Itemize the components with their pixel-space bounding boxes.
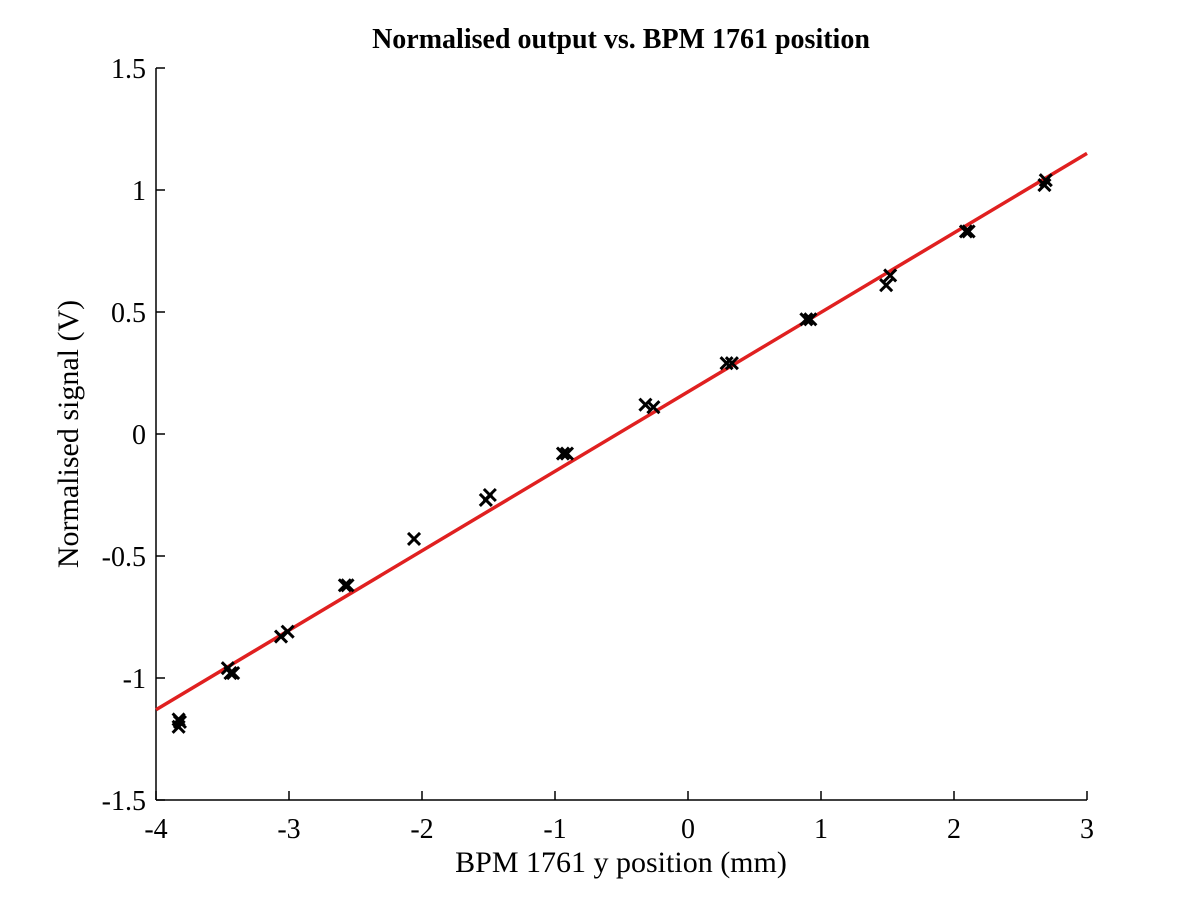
y-tick-label: -0.5	[102, 542, 146, 573]
data-point	[803, 312, 818, 327]
data-point	[555, 446, 571, 461]
data-point	[961, 224, 976, 239]
x-tick-label: -4	[144, 814, 167, 845]
y-tick-label: 0.5	[111, 298, 146, 329]
data-point	[646, 400, 661, 415]
chart-title: Normalised output vs. BPM 1761 position	[372, 24, 870, 55]
axes	[155, 68, 1087, 801]
data-point	[559, 446, 575, 461]
x-tick-label: -2	[410, 814, 433, 845]
x-tick-label: 0	[681, 814, 695, 845]
data-point	[406, 531, 422, 546]
x-axis-label: BPM 1761 y position (mm)	[455, 846, 787, 879]
data-point	[883, 268, 898, 283]
data-point	[172, 714, 188, 729]
data-point	[638, 397, 653, 412]
fit-line-group	[155, 151, 1088, 712]
data-point	[724, 356, 739, 371]
data-point	[340, 578, 355, 593]
x-tick-label: -3	[277, 814, 300, 845]
data-point	[879, 278, 894, 293]
fit-line	[155, 151, 1088, 712]
y-tick-label: 1	[132, 176, 146, 207]
data-point	[482, 487, 497, 503]
data-point	[337, 578, 352, 593]
data-point	[958, 224, 974, 239]
y-tick-label: 1.5	[111, 54, 146, 85]
x-tick-label: 3	[1080, 814, 1094, 845]
data-point	[719, 356, 734, 371]
data-point	[1038, 173, 1053, 188]
x-tick-label: -1	[543, 814, 566, 845]
plot-area	[156, 68, 1087, 800]
x-tick-label: 1	[814, 814, 828, 845]
y-tick-label: -1.5	[102, 786, 146, 817]
y-tick-label: -1	[123, 664, 146, 695]
data-point	[226, 666, 241, 681]
data-point	[223, 666, 238, 681]
y-tick-label: 0	[132, 420, 146, 451]
data-markers	[171, 173, 1053, 734]
y-axis-label: Normalised signal (V)	[52, 300, 85, 568]
data-point	[799, 312, 814, 327]
x-tick-label: 2	[947, 814, 961, 845]
ticks: -4 -3 -2 -1 0 1 2 3 -1.5 -1 -0.5 0 0.5 1 1.5	[102, 54, 1094, 845]
data-point	[280, 624, 295, 639]
